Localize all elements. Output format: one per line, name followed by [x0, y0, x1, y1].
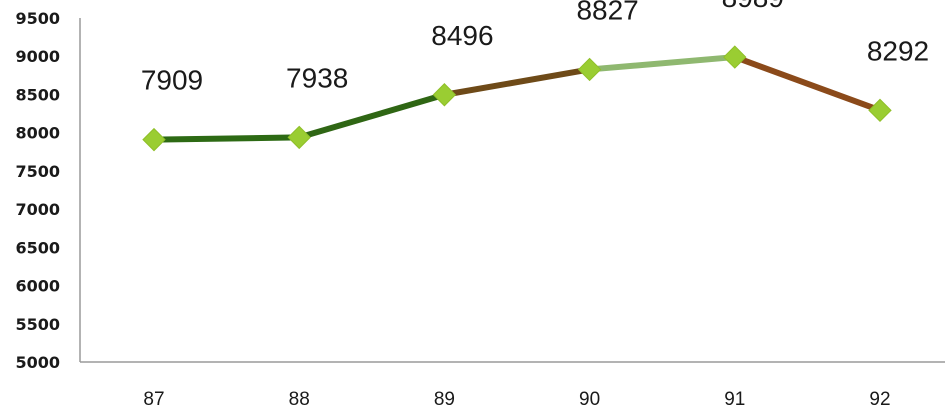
line-segment — [151, 134, 303, 143]
x-tick-label: 90 — [579, 389, 600, 410]
data-point-marker — [287, 125, 311, 150]
data-label: 8292 — [867, 35, 929, 66]
data-point-marker — [432, 83, 457, 107]
line-segment — [586, 54, 738, 73]
data-point-marker — [723, 45, 747, 69]
series-markers — [142, 45, 892, 152]
data-label: 7909 — [141, 65, 203, 96]
line-segment — [296, 91, 448, 141]
y-tick-label: 9500 — [15, 9, 60, 28]
y-tick-label: 5000 — [15, 353, 60, 372]
line-segment — [441, 66, 593, 98]
line-segment — [731, 54, 883, 114]
data-label: 8989 — [722, 0, 784, 13]
data-label: 7938 — [286, 62, 348, 93]
x-tick-label: 91 — [724, 389, 745, 410]
data-labels: 7909 7938 8496 8827 8989 8292 — [141, 0, 929, 96]
data-label: 8827 — [576, 0, 638, 25]
x-tick-label: 87 — [143, 389, 164, 410]
data-point-marker — [577, 57, 602, 82]
x-tick-labels: 87 88 89 90 91 92 — [143, 389, 890, 410]
data-label: 8496 — [431, 20, 493, 51]
x-tick-label: 92 — [869, 389, 890, 410]
y-tick-label: 6500 — [15, 238, 60, 257]
series-line — [151, 54, 883, 143]
x-tick-label: 88 — [289, 389, 310, 410]
y-tick-label: 8000 — [15, 124, 60, 143]
y-tick-label: 7500 — [15, 162, 60, 181]
y-tick-label: 5500 — [15, 315, 60, 334]
y-tick-label: 7000 — [15, 200, 60, 219]
y-tick-label: 8500 — [15, 85, 60, 104]
data-point-marker — [868, 98, 892, 123]
y-tick-labels: 5000 5500 6000 6500 7000 7500 8000 8500 9000 9500 — [15, 9, 60, 372]
y-tick-label: 9000 — [15, 47, 60, 66]
x-tick-label: 89 — [434, 389, 455, 410]
y-tick-label: 6000 — [15, 277, 60, 296]
data-point-marker — [142, 127, 166, 152]
